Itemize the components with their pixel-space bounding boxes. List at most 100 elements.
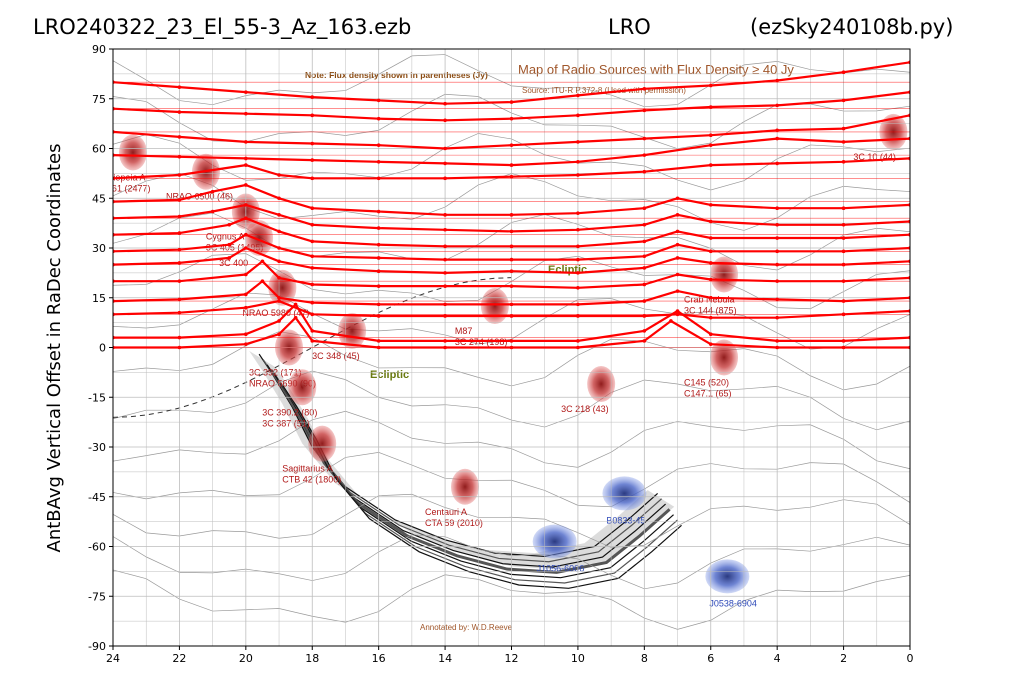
map-source: Source: ITU-R P.372-8 (Used with permiss…: [522, 86, 686, 95]
series-point: [210, 209, 215, 214]
red-source-blob: [118, 134, 147, 171]
series-point: [642, 339, 647, 343]
series-point: [277, 319, 281, 323]
series-point: [708, 342, 713, 346]
red-source-label: M87: [455, 326, 473, 336]
series-point: [708, 133, 713, 138]
series-point: [244, 203, 248, 207]
blue-source-blob: [532, 524, 577, 559]
series-point: [277, 229, 281, 234]
y-tick-label: 0: [99, 342, 106, 355]
series-point: [708, 315, 713, 320]
red-source-blob: [308, 425, 337, 462]
series-point: [509, 100, 514, 104]
series-point: [244, 342, 248, 346]
series-point: [443, 146, 447, 151]
x-tick-label: 16: [372, 652, 386, 665]
series-point: [310, 339, 315, 343]
series-point: [443, 244, 447, 249]
series-point: [177, 110, 182, 114]
ecliptic-label: Ecliptic: [548, 264, 587, 276]
red-source-label: Crab Nebula: [684, 295, 735, 305]
series-point: [310, 141, 315, 146]
series-point: [443, 271, 447, 275]
series-point: [708, 105, 713, 109]
series-point: [642, 108, 647, 113]
series-point: [642, 239, 647, 244]
file-title: LRO240322_23_El_55-3_Az_163.ezb: [33, 15, 411, 40]
galactic-contour: [278, 380, 678, 584]
series-point: [509, 244, 514, 249]
series-point: [576, 314, 580, 318]
red-source-blob: [587, 365, 616, 402]
series-point: [708, 163, 713, 167]
map-note: Note: Flux density shown in parentheses …: [305, 70, 488, 80]
x-tick-label: 18: [305, 652, 319, 665]
series-point: [310, 282, 315, 287]
red-source-blob: [710, 256, 739, 293]
series-point: [376, 116, 381, 121]
series-point: [675, 289, 680, 293]
series-point: [177, 198, 182, 202]
y-tick-label: 75: [92, 93, 106, 106]
series-point: [708, 295, 713, 300]
series-line: [113, 246, 910, 274]
series-point: [642, 136, 647, 141]
series-point: [210, 189, 215, 194]
series-line: [113, 217, 910, 248]
script-title: (ezSky240108b.py): [750, 15, 953, 39]
red-source-sublabel: CTB 42 (1800): [282, 475, 341, 485]
y-tick-label: -90: [88, 640, 106, 653]
y-tick-label: 30: [92, 242, 106, 255]
series-point: [509, 284, 514, 288]
series-point: [509, 213, 514, 217]
red-source-label: Sagittarius A: [282, 464, 333, 474]
series-point: [443, 213, 447, 217]
series-point: [177, 214, 182, 219]
series-point: [443, 302, 447, 307]
series-point: [293, 302, 298, 307]
x-tick-label: 4: [774, 652, 781, 665]
series-point: [775, 136, 779, 141]
y-axis: 90 75 60 45 30 15 0 -15 -30 -45 -60 -75 -90: [88, 43, 113, 653]
series-point: [708, 143, 713, 147]
red-source-label: 3C 400: [219, 258, 248, 268]
red-source-sublabel: NRAO 5690 (90): [249, 379, 316, 389]
series-point: [277, 295, 281, 300]
series-point: [509, 269, 514, 274]
series-point: [775, 339, 779, 343]
series-point: [509, 314, 514, 318]
x-tick-label: 8: [641, 652, 648, 665]
series-point: [576, 302, 580, 307]
series-point: [576, 244, 580, 249]
blue-source-blob: [602, 476, 647, 511]
series-point: [310, 113, 315, 118]
series-point: [841, 70, 846, 75]
series-point: [708, 83, 713, 88]
series-point: [376, 284, 381, 288]
series-point: [642, 266, 647, 270]
red-source-label: 3C 218 (43): [561, 404, 609, 414]
map-title: Map of Radio Sources with Flux Density ≥…: [518, 62, 794, 77]
series-point: [376, 98, 381, 103]
series-point: [310, 95, 315, 99]
red-source-label: Cygnus A: [206, 232, 245, 242]
series-point: [310, 206, 315, 210]
series-point: [642, 222, 647, 227]
series-point: [277, 173, 281, 177]
galactic-contour: [258, 353, 659, 558]
series-point: [775, 236, 779, 240]
series-point: [443, 227, 447, 232]
series-point: [576, 257, 580, 262]
x-tick-label: 22: [172, 652, 186, 665]
series-point: [310, 222, 315, 227]
red-source-label: NRAO 5980 (47): [242, 308, 309, 318]
series-point: [775, 315, 779, 320]
blue-source-blob: [705, 559, 750, 594]
series-point: [277, 196, 281, 201]
series-point: [509, 174, 514, 179]
series-point: [708, 203, 713, 207]
series-point: [642, 282, 647, 287]
series-point: [376, 314, 381, 318]
